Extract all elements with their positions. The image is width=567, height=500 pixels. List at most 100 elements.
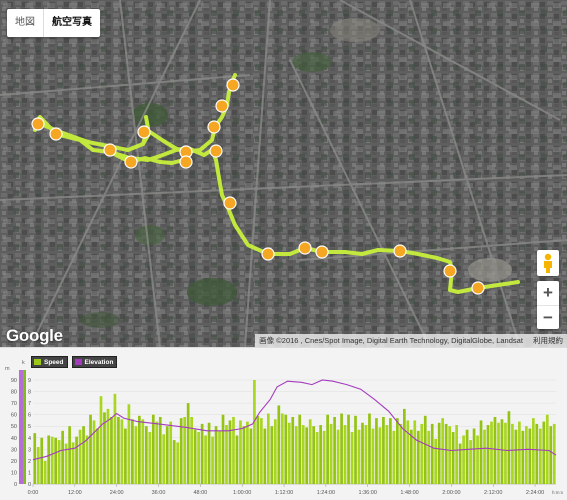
speed-bar xyxy=(483,429,486,484)
zoom-control: + − xyxy=(537,281,559,329)
aerial-map[interactable]: 地図 航空写真 + − Google 画像 ©2016 , Cnes/Spot … xyxy=(0,0,567,347)
speed-bar xyxy=(256,415,260,484)
speed-bar xyxy=(315,432,319,484)
speed-bar xyxy=(124,428,127,484)
speed-bar xyxy=(190,416,193,484)
runner-marker-icon[interactable] xyxy=(226,78,240,92)
speed-bar xyxy=(409,429,413,484)
y-tick-left: 90 xyxy=(11,378,17,384)
runner-marker-icon[interactable] xyxy=(49,127,63,141)
speed-bar xyxy=(36,447,40,484)
map-tab-satellite[interactable]: 航空写真 xyxy=(43,9,100,37)
speed-bar xyxy=(211,436,214,484)
speed-bar xyxy=(430,423,434,484)
map-tab-map[interactable]: 地図 xyxy=(15,17,35,28)
runner-marker-icon[interactable] xyxy=(223,196,237,210)
street-view-button[interactable] xyxy=(537,250,559,276)
speed-bar xyxy=(458,443,462,484)
runner-marker-icon[interactable] xyxy=(137,125,151,139)
runner-marker-icon[interactable] xyxy=(179,155,193,169)
google-logo: Google xyxy=(6,326,63,345)
y-tick-right: 8 xyxy=(28,390,31,396)
y-tick-left: 60 xyxy=(11,413,17,419)
y-unit-label-2: k xyxy=(22,360,25,366)
y-tick-right: 4 xyxy=(28,436,31,442)
runner-marker-icon[interactable] xyxy=(315,245,329,259)
speed-bar xyxy=(197,432,200,484)
x-tick-label: 12:00 xyxy=(68,490,82,496)
speed-bar xyxy=(396,418,399,484)
legend-elevation[interactable]: Elevation xyxy=(71,356,118,368)
runner-marker-icon[interactable] xyxy=(471,281,485,295)
runner-marker-icon[interactable] xyxy=(298,241,312,255)
runner-marker-icon[interactable] xyxy=(443,264,457,278)
speed-bar xyxy=(525,426,528,484)
speed-bar xyxy=(375,418,378,484)
speed-bar xyxy=(148,432,152,484)
speed-bar xyxy=(455,425,458,484)
speed-bar xyxy=(465,429,469,484)
speed-bar xyxy=(402,408,406,484)
runner-marker-icon[interactable] xyxy=(207,120,221,134)
speed-bar xyxy=(361,422,364,484)
speed-bar xyxy=(427,430,431,484)
y-tick-left: 40 xyxy=(11,436,17,442)
runner-marker-icon[interactable] xyxy=(261,247,275,261)
x-tick-label: 1:36:00 xyxy=(359,490,377,496)
speed-bar xyxy=(437,422,441,484)
speed-bar xyxy=(305,427,309,484)
speed-bar xyxy=(291,416,295,484)
speed-bar xyxy=(444,423,448,484)
y-tick-left: 80 xyxy=(11,390,17,396)
elevation-swatch xyxy=(74,359,82,365)
y-tick-right: 1 xyxy=(28,470,31,476)
speed-bar xyxy=(354,415,357,484)
x-tick-label: 1:24:00 xyxy=(317,490,335,496)
y-tick-right: 3 xyxy=(28,447,31,453)
speed-bar xyxy=(183,416,187,484)
speed-bar xyxy=(138,415,141,484)
speed-bar xyxy=(82,426,85,484)
runner-marker-icon[interactable] xyxy=(209,144,223,158)
speed-bar xyxy=(319,425,322,484)
speed-bar xyxy=(267,413,270,484)
runner-marker-icon[interactable] xyxy=(215,99,229,113)
legend-speed[interactable]: Speed xyxy=(31,356,68,368)
runner-marker-icon[interactable] xyxy=(124,155,138,169)
speed-bar xyxy=(434,438,438,484)
speed-bar xyxy=(141,419,145,484)
speed-bar xyxy=(336,429,340,484)
zoom-out-button[interactable]: − xyxy=(543,308,553,327)
speed-bar xyxy=(277,405,281,484)
runner-marker-icon[interactable] xyxy=(103,143,117,157)
speed-bar xyxy=(340,413,343,484)
speed-bar xyxy=(50,436,54,484)
speed-bar xyxy=(253,380,256,484)
speed-bar xyxy=(514,429,518,484)
speed-bar xyxy=(378,427,382,484)
speed-swatch xyxy=(34,359,41,365)
speed-bar xyxy=(43,460,47,484)
speed-bar xyxy=(71,442,75,484)
speed-bar xyxy=(542,421,546,484)
speed-bar xyxy=(497,422,500,484)
speed-bar xyxy=(176,442,180,484)
speed-bar xyxy=(228,420,232,484)
runner-marker-icon[interactable] xyxy=(393,244,407,258)
speed-bar xyxy=(214,426,218,484)
speed-bar xyxy=(92,420,96,484)
runner-marker-icon[interactable] xyxy=(31,117,45,131)
x-tick-label: 48:00 xyxy=(193,490,207,496)
speed-bar xyxy=(347,414,350,484)
elevation-line xyxy=(32,379,557,461)
terms-link[interactable]: 利用規約 xyxy=(533,336,563,345)
zoom-in-button[interactable]: + xyxy=(537,281,559,306)
speed-bar xyxy=(127,404,131,484)
x-tick-label: 0:00 xyxy=(28,490,39,496)
speed-bar xyxy=(151,414,155,484)
speed-bar xyxy=(343,425,347,484)
speed-bar xyxy=(61,430,64,484)
speed-bar xyxy=(423,415,427,484)
speed-bar xyxy=(99,396,103,484)
speed-bar xyxy=(64,443,68,484)
